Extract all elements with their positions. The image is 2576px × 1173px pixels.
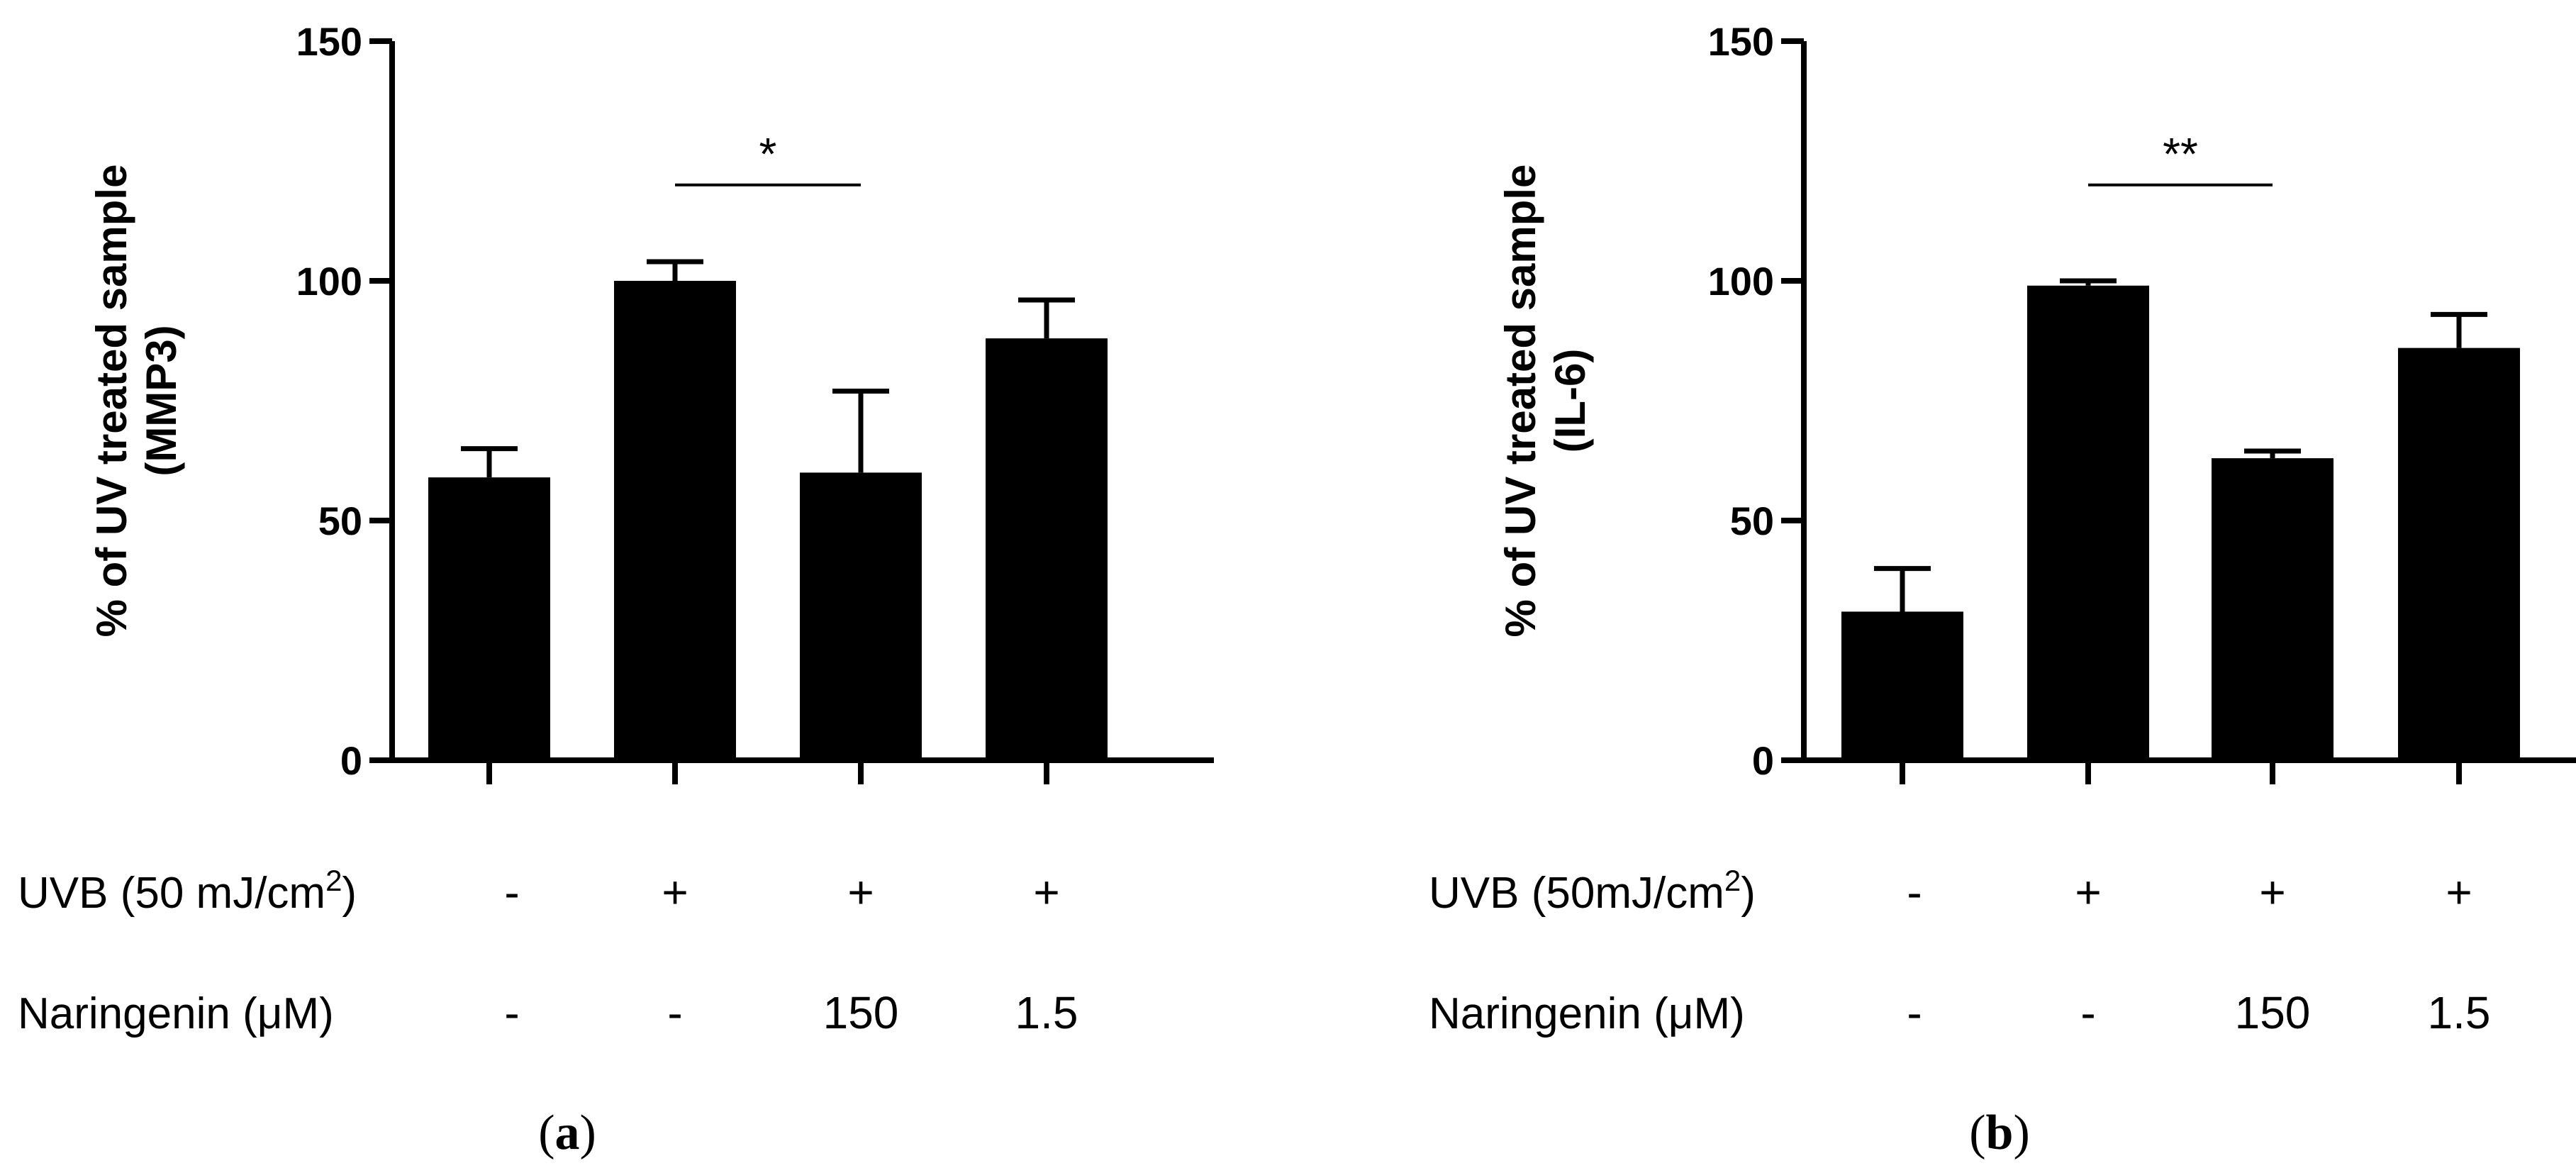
chart-b-condition-2-value-2: -	[2080, 987, 2095, 1038]
chart-b-ylabel-line1: % of UV treated sample	[1497, 165, 1544, 638]
chart-a-condition-1-value-3: +	[847, 867, 874, 918]
chart-a-ytick-label-50: 50	[318, 499, 362, 543]
chart-a-condition-label-text-2: Naringenin (μM)	[18, 989, 334, 1038]
chart-b-condition-1-value-2: +	[2075, 867, 2101, 918]
chart-a-bar-3	[800, 472, 922, 760]
chart-b-ytick-label-0: 0	[1752, 738, 1774, 783]
chart-b-bar-1	[1841, 611, 1963, 760]
chart-b: 0 50 100 150 % of UV treated sample (IL-6) ** U…	[1429, 19, 2576, 1160]
chart-a-condition-2-value-1: -	[504, 987, 519, 1038]
chart-a-ytick-label-0: 0	[340, 738, 362, 783]
chart-b-ytick-label-100: 100	[1708, 259, 1774, 304]
chart-a-bar-4	[986, 338, 1108, 760]
chart-b-condition-label-1: UVB (50mJ/cm2)	[1429, 864, 1756, 918]
chart-b-bar-2	[2027, 285, 2149, 760]
chart-b-ytick-label-50: 50	[1730, 499, 1774, 543]
chart-b-ytick-label-150: 150	[1708, 19, 1774, 64]
chart-b-condition-label-2: Naringenin (μM)	[1429, 989, 1745, 1038]
chart-a-ytick-label-100: 100	[296, 259, 362, 304]
chart-a-condition-1-value-4: +	[1033, 867, 1059, 918]
chart-b-condition-1-value-3: +	[2259, 867, 2285, 918]
chart-b-bar-3	[2212, 458, 2334, 760]
chart-a-condition-label-suffix-1: )	[342, 869, 357, 918]
chart-a-condition-2-value-4: 1.5	[1015, 987, 1078, 1038]
chart-b-bar-4	[2398, 348, 2520, 760]
chart-a-condition-2-value-3: 150	[823, 987, 899, 1038]
chart-a-condition-1-value-2: +	[662, 867, 688, 918]
chart-a-significance-mark: *	[759, 128, 777, 179]
chart-b-condition-label-sup-1: 2	[1724, 864, 1741, 897]
chart-a-bar-2	[614, 281, 736, 760]
chart-b-condition-1-value-1: -	[1907, 867, 1922, 918]
chart-a-condition-1-value-1: -	[504, 867, 519, 918]
chart-b-panel-label-letter: b	[1986, 1106, 2014, 1160]
chart-a-panel-label: (a)	[538, 1106, 596, 1160]
chart-a-panel-label-letter: a	[555, 1106, 580, 1160]
chart-a-condition-label-1: UVB (50 mJ/cm2)	[18, 864, 357, 918]
chart-a-condition-label-text-1: UVB (50 mJ/cm	[18, 869, 325, 918]
chart-b-condition-label-text-1: UVB (50mJ/cm	[1429, 869, 1724, 918]
chart-a-ytick-label-150: 150	[296, 19, 362, 64]
chart-a-condition-label-2: Naringenin (μM)	[18, 989, 334, 1038]
chart-a-panel-label-close: )	[580, 1106, 596, 1160]
chart-a-panel-label-open: (	[538, 1106, 554, 1160]
chart-a-bar-1	[428, 477, 550, 760]
chart-b-condition-2-value-3: 150	[2235, 987, 2311, 1038]
chart-a-condition-2-value-2: -	[667, 987, 682, 1038]
chart-b-panel-label-close: )	[2013, 1106, 2029, 1160]
chart-b-panel-label: (b)	[1969, 1106, 2030, 1160]
chart-b-ylabel-line2: (IL-6)	[1546, 349, 1594, 453]
chart-b-condition-1-value-4: +	[2446, 867, 2472, 918]
chart-a-ylabel-line1: % of UV treated sample	[88, 165, 135, 638]
chart-b-condition-label-text-2: Naringenin (μM)	[1429, 989, 1745, 1038]
chart-a-ylabel-line2: (MMP3)	[138, 325, 185, 476]
chart-b-condition-2-value-1: -	[1907, 987, 1922, 1038]
chart-b-panel-label-open: (	[1969, 1106, 1985, 1160]
chart-b-significance-mark: **	[2163, 128, 2198, 179]
chart-b-condition-2-value-4: 1.5	[2428, 987, 2491, 1038]
chart-a-condition-label-sup-1: 2	[325, 864, 342, 897]
chart-b-condition-label-suffix-1: )	[1741, 869, 1756, 918]
chart-a: 0 50 100 150 % of UV treated sample (MMP3) * UV…	[18, 19, 1214, 1160]
